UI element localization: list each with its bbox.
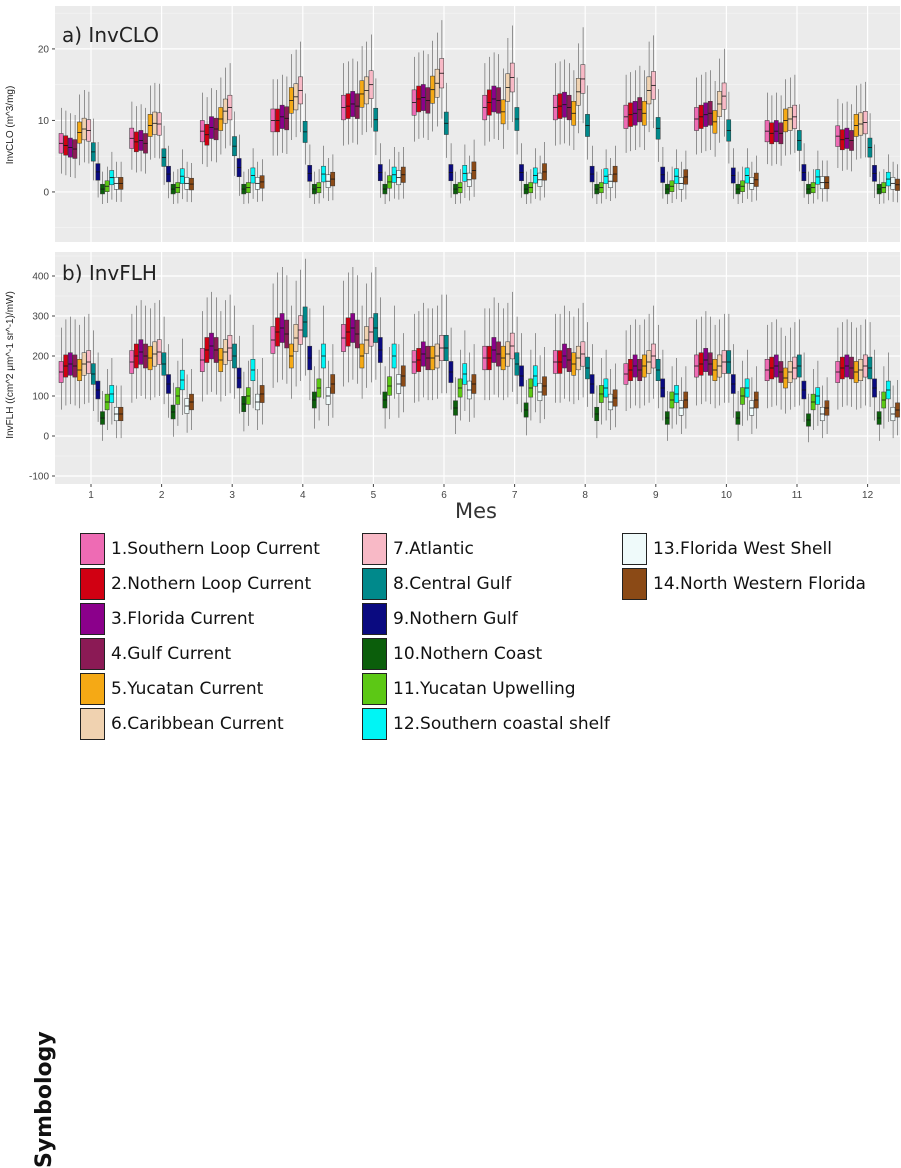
x-tick-label: 3: [229, 490, 235, 501]
legend-item-8: 8.Central Gulf: [362, 567, 511, 601]
legend-item-3: 3.Florida Current: [80, 602, 254, 636]
legend-item-5: 5.Yucatan Current: [80, 672, 263, 706]
x-tick-label: 10: [721, 490, 733, 501]
legend-label: 12.Southern coastal shelf: [393, 714, 610, 734]
legend-swatch: [80, 708, 105, 740]
legend-swatch: [622, 533, 647, 565]
plot-background: [55, 252, 900, 484]
y-tick-label: 300: [32, 312, 49, 323]
legend-label: 5.Yucatan Current: [111, 679, 264, 699]
legend-swatch: [362, 533, 387, 565]
legend-label: 8.Central Gulf: [393, 574, 512, 594]
x-tick-label: 7: [512, 490, 518, 501]
x-axis-title: Mes: [455, 499, 497, 520]
legend-item-6: 6.Caribbean Current: [80, 707, 284, 741]
x-tick-label: 1: [88, 490, 94, 501]
x-tick-label: 2: [159, 490, 165, 501]
legend-label: 1.Southern Loop Current: [111, 539, 320, 559]
y-axis-title-b: InvFLH ((cm^2 μm^-1 sr^-1)/mW): [5, 291, 16, 439]
y-tick-label: 400: [32, 272, 49, 283]
y-axis-title-a: InvCLO (m^3/mg): [5, 86, 16, 165]
y-tick-label: 10: [38, 116, 50, 127]
y-tick-label: -100: [29, 472, 49, 483]
legend-label: 6.Caribbean Current: [111, 714, 284, 734]
legend-swatch: [80, 673, 105, 705]
legend-item-7: 7.Atlantic: [362, 532, 474, 566]
legend-swatch: [362, 638, 387, 670]
legend-swatch: [362, 708, 387, 740]
y-tick-label: 0: [43, 187, 49, 198]
legend-label: 4.Gulf Current: [111, 644, 232, 664]
y-tick-label: 20: [38, 44, 50, 55]
legend: Symbology 1.Southern Loop Current 2.Nothe…: [0, 520, 901, 1168]
panel-a-title: a) InvCLO: [62, 23, 159, 47]
panel-a: 0 10 20: [38, 6, 900, 242]
legend-label: 14.North Western Florida: [653, 574, 866, 594]
x-tick-label: 6: [441, 490, 447, 501]
y-tick-label: 200: [32, 352, 49, 363]
y-tick-label: 100: [32, 392, 49, 403]
x-tick-label: 5: [371, 490, 377, 501]
x-tick-label: 11: [792, 490, 803, 501]
legend-swatch: [362, 603, 387, 635]
legend-item-10: 10.Nothern Coast: [362, 637, 542, 671]
legend-label: 7.Atlantic: [393, 539, 474, 559]
legend-swatch: [80, 603, 105, 635]
legend-item-13: 13.Florida West Shell: [622, 532, 832, 566]
y-tick-label: 0: [43, 432, 49, 443]
legend-label: 10.Nothern Coast: [393, 644, 543, 664]
legend-item-11: 11.Yucatan Upwelling: [362, 672, 576, 706]
legend-item-14: 14.North Western Florida: [622, 567, 866, 601]
legend-title: Symbology: [32, 1031, 57, 1168]
legend-label: 2.Nothern Loop Current: [111, 574, 312, 594]
x-tick-label: 9: [653, 490, 659, 501]
legend-swatch: [80, 638, 105, 670]
panel-b-title: b) InvFLH: [62, 261, 157, 285]
x-tick-label: 12: [862, 490, 874, 501]
legend-swatch: [362, 673, 387, 705]
plot-background: [55, 6, 900, 242]
legend-swatch: [362, 568, 387, 600]
legend-label: 3.Florida Current: [111, 609, 255, 629]
legend-swatch: [80, 568, 105, 600]
x-tick-label: 8: [582, 490, 588, 501]
legend-label: 9.Nothern Gulf: [393, 609, 518, 629]
legend-label: 11.Yucatan Upwelling: [393, 679, 576, 699]
legend-swatch: [80, 533, 105, 565]
legend-item-12: 12.Southern coastal shelf: [362, 707, 610, 741]
legend-item-2: 2.Nothern Loop Current: [80, 567, 311, 601]
legend-label: 13.Florida West Shell: [653, 539, 832, 559]
legend-item-1: 1.Southern Loop Current: [80, 532, 320, 566]
legend-item-4: 4.Gulf Current: [80, 637, 231, 671]
legend-swatch: [622, 568, 647, 600]
legend-item-9: 9.Nothern Gulf: [362, 602, 518, 636]
x-tick-label: 4: [300, 490, 306, 501]
